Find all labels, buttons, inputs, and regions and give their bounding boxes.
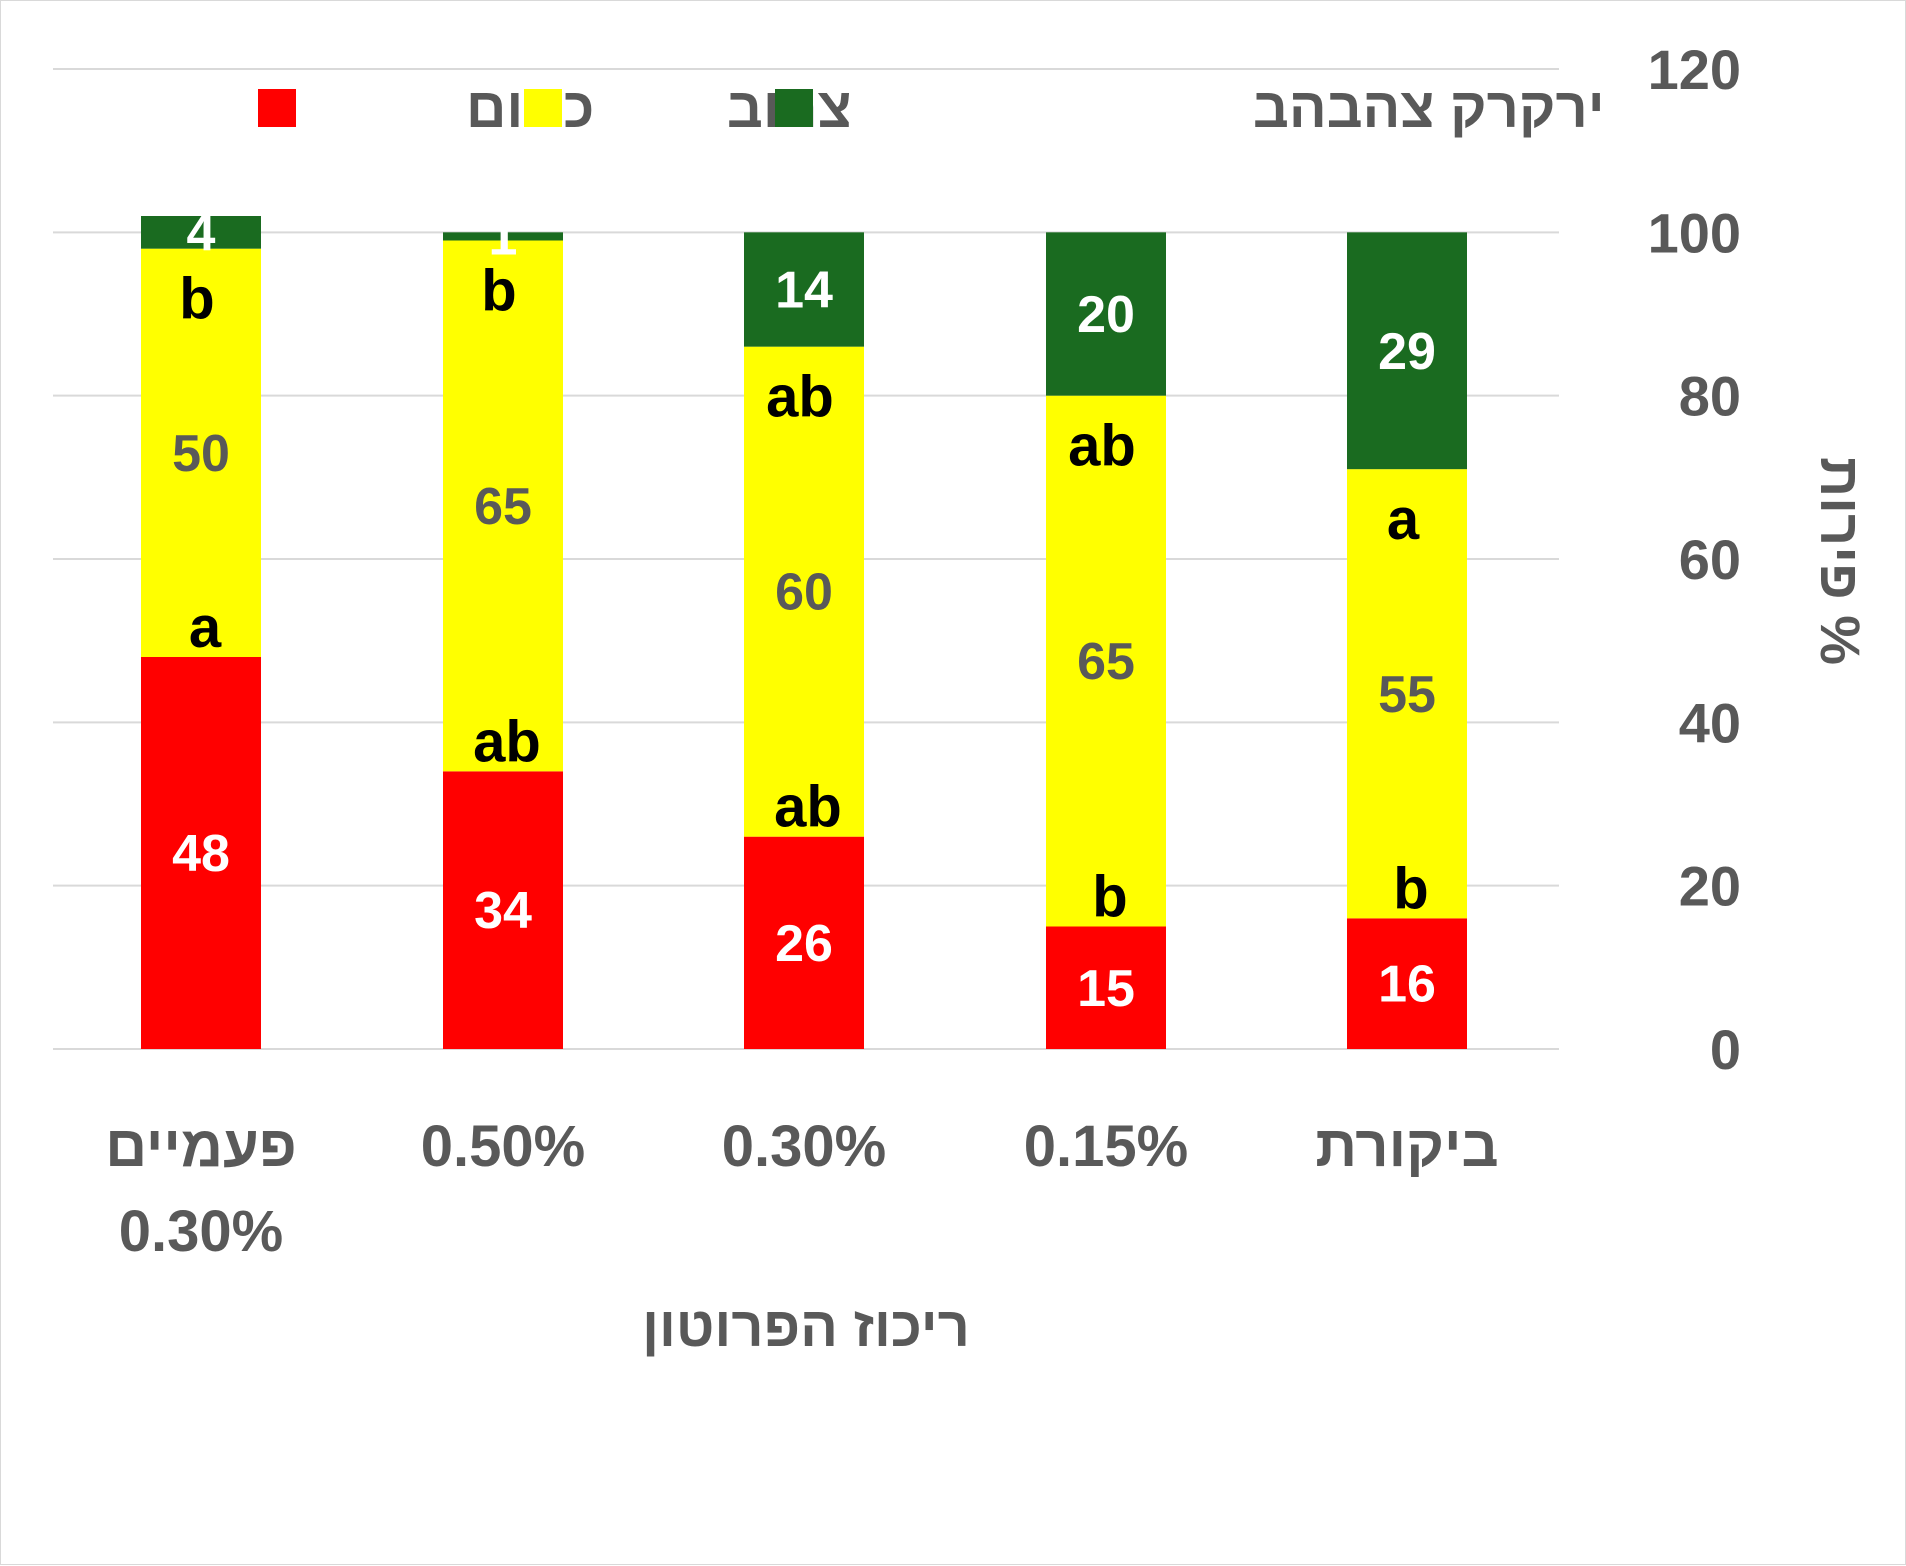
x-tick-label: 0.30% (722, 1114, 886, 1179)
data-label: 26 (775, 915, 833, 973)
bar-segment (1347, 232, 1467, 470)
x-tick-label: 0.50% (421, 1114, 585, 1179)
bar-segment (141, 248, 261, 657)
bar-segment (443, 240, 563, 772)
bars (141, 216, 1467, 1049)
legend-label: ירקרק צהבהב (1253, 76, 1605, 139)
significance-letter: a (1387, 487, 1420, 552)
bar-segment (744, 836, 864, 1049)
y-axis-title: % פירות (1809, 457, 1872, 665)
significance-letter: b (1092, 865, 1127, 930)
data-label: 15 (1077, 960, 1135, 1018)
data-label: 1 (489, 208, 518, 266)
data-label: 48 (172, 825, 230, 883)
significance-letter: ab (766, 365, 834, 430)
bar-segment (1046, 395, 1166, 927)
data-label: 55 (1378, 666, 1436, 724)
bar-segment (1046, 232, 1166, 396)
bar-segment (1046, 926, 1166, 1049)
bar-segment (1347, 469, 1467, 919)
bar-segment (141, 216, 261, 249)
significance-letter: a (189, 595, 222, 660)
y-tick-label: 80 (1679, 365, 1741, 428)
data-labels: 48 50 4 34 65 1 26 60 14 15 65 20 16 55 29 (172, 204, 1436, 1017)
significance-letter: b (1393, 856, 1428, 921)
y-tick-label: 40 (1679, 691, 1741, 754)
data-label: 29 (1378, 323, 1436, 381)
significance-letter: b (179, 267, 214, 332)
legend-swatch (258, 89, 296, 127)
legend: כתוםצהובירקרק צהבהב (258, 76, 1605, 139)
bar-segment (744, 232, 864, 347)
x-tick-label: 0.30% (119, 1199, 283, 1264)
significance-letter: ab (473, 709, 541, 774)
bar-segment (443, 232, 563, 241)
y-tick-label: 20 (1679, 855, 1741, 918)
significance-letter: ab (1068, 414, 1136, 479)
legend-swatch (524, 89, 562, 127)
x-axis-title: ריכוז הפרוטון (642, 1295, 970, 1358)
x-axis-categories: פעמיים 0.30% 0.50% 0.30% 0.15% ביקורת (105, 1114, 1498, 1264)
bar-segment (443, 771, 563, 1049)
significance-letter: ab (774, 775, 842, 840)
x-tick-label: פעמיים (105, 1114, 296, 1179)
y-tick-label: 100 (1648, 201, 1741, 264)
data-label: 60 (775, 564, 833, 622)
y-axis-ticks: 0 20 40 60 80 100 120 (1648, 38, 1741, 1081)
legend-swatch (775, 89, 813, 127)
data-label: 14 (775, 262, 833, 320)
x-tick-label: 0.15% (1024, 1114, 1188, 1179)
data-label: 50 (172, 425, 230, 483)
y-tick-label: 60 (1679, 528, 1741, 591)
data-label: 4 (187, 204, 216, 262)
data-label: 65 (474, 478, 532, 536)
data-label: 34 (474, 882, 532, 940)
significance-letter: b (481, 259, 516, 324)
x-tick-label: ביקורת (1315, 1114, 1498, 1179)
bar-segment (141, 657, 261, 1049)
bar-segment (744, 346, 864, 837)
bar-segment (1347, 918, 1467, 1049)
data-label: 65 (1077, 633, 1135, 691)
data-label: 16 (1378, 956, 1436, 1014)
y-tick-label: 120 (1648, 38, 1741, 101)
y-tick-label: 0 (1710, 1018, 1741, 1081)
data-label: 20 (1077, 286, 1135, 344)
